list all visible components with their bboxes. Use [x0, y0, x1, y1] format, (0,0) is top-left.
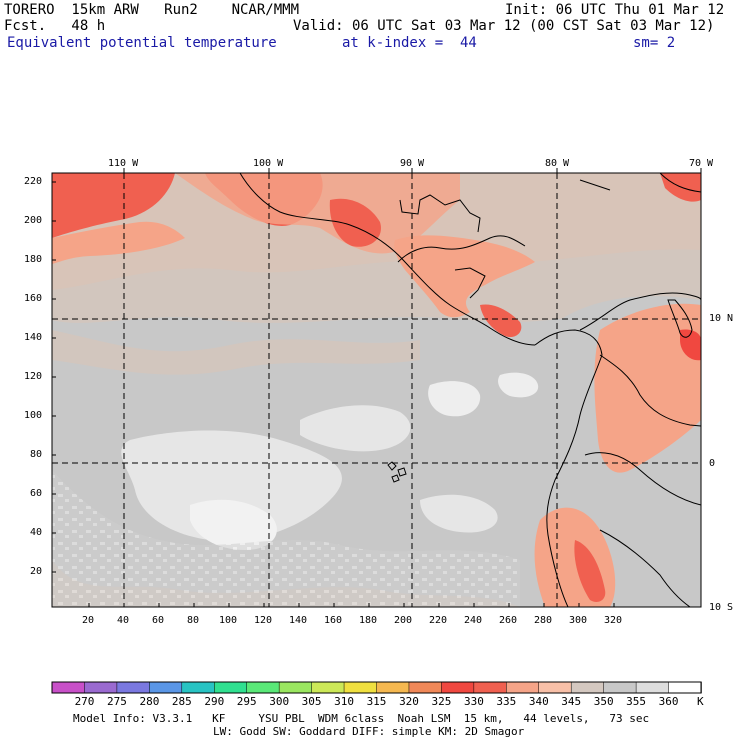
colorbar-swatch	[51, 681, 86, 694]
lat-label-0: 0	[709, 458, 716, 469]
lon-label-110w: 110 W	[108, 158, 139, 169]
x-tick-320: 320	[604, 615, 623, 626]
colorbar-label: 290	[204, 695, 225, 708]
model-info: Model Info: V3.3.1 KF YSU PBL WDM 6class…	[73, 712, 650, 725]
y-tick-220: 220	[24, 176, 43, 187]
y-tick-180: 180	[24, 254, 43, 265]
field-shading	[52, 173, 701, 607]
plot-frame	[51, 172, 702, 608]
colorbar-label: 305	[301, 695, 322, 708]
colorbar-frame	[51, 681, 702, 694]
x-tick-60: 60	[152, 615, 165, 626]
valid-time: Valid: 06 UTC Sat 03 Mar 12 (00 CST Sat …	[293, 18, 715, 34]
physics-info: LW: Godd SW: Goddard DIFF: simple KM: 2D…	[213, 725, 525, 738]
colorbar-label: 330	[463, 695, 484, 708]
colorbar-swatch	[116, 681, 151, 694]
colorbar-label: 310	[334, 695, 355, 708]
colorbar-swatch	[635, 681, 670, 694]
init-time: Init: 06 UTC Thu 01 Mar 12	[505, 2, 725, 18]
colorbar-label: 360	[658, 695, 679, 708]
colorbar-label: 300	[269, 695, 290, 708]
x-tick-140: 140	[289, 615, 308, 626]
x-tick-280: 280	[534, 615, 553, 626]
x-tick-240: 240	[464, 615, 483, 626]
colorbar-swatch	[278, 681, 313, 694]
colorbar-swatch	[603, 681, 637, 694]
colorbar-swatch	[408, 681, 443, 694]
x-tick-20: 20	[82, 615, 95, 626]
colorbar-label: 320	[399, 695, 419, 708]
colorbar-label: 280	[139, 695, 160, 708]
lat-label-10s: 10 S	[709, 602, 734, 613]
y-tick-200: 200	[24, 215, 43, 226]
colorbar-label: 285	[171, 695, 192, 708]
lon-label-100w: 100 W	[253, 158, 284, 169]
lat-label-10n: 10 N	[709, 313, 734, 324]
colorbar-swatch	[149, 681, 183, 694]
x-tick-260: 260	[499, 615, 518, 626]
y-tick-160: 160	[24, 293, 43, 304]
colorbar-label: 275	[106, 695, 127, 708]
colorbar-label: 355	[626, 695, 647, 708]
colorbar-swatch	[181, 681, 216, 694]
y-tick-60: 60	[30, 488, 43, 499]
y-tick-40: 40	[30, 527, 43, 538]
model-title: TORERO 15km ARW Run2 NCAR/MMM	[4, 2, 300, 18]
graticule	[52, 173, 701, 607]
colorbar-swatch	[538, 681, 572, 694]
y-tick-120: 120	[24, 371, 43, 382]
colorbar-swatch	[473, 681, 508, 694]
colorbar-swatch	[376, 681, 410, 694]
y-tick-80: 80	[30, 449, 43, 460]
colorbar-swatch	[506, 681, 540, 694]
x-tick-180: 180	[359, 615, 378, 626]
x-tick-120: 120	[254, 615, 273, 626]
colorbar-swatch	[84, 681, 118, 694]
colorbar-label: 335	[496, 695, 517, 708]
field-name: Equivalent potential temperature	[7, 35, 277, 51]
colorbar-label: 270	[74, 695, 95, 708]
lon-label-70w: 70 W	[689, 158, 714, 169]
frame-ticks	[52, 168, 702, 607]
colorbar-label: 350	[593, 695, 614, 708]
x-tick-300: 300	[569, 615, 588, 626]
colorbar-swatch	[343, 681, 378, 694]
colorbar-unit: K	[697, 695, 704, 708]
colorbar-label: 345	[561, 695, 582, 708]
x-tick-80: 80	[187, 615, 200, 626]
y-tick-140: 140	[24, 332, 43, 343]
colorbar	[51, 681, 702, 694]
coastlines	[239, 173, 701, 607]
colorbar-label: 340	[528, 695, 549, 708]
colorbar-swatch	[668, 681, 702, 694]
colorbar-swatch	[246, 681, 280, 694]
x-tick-40: 40	[117, 615, 130, 626]
colorbar-swatch	[441, 681, 475, 694]
y-tick-100: 100	[24, 410, 43, 421]
x-tick-160: 160	[324, 615, 343, 626]
colorbar-swatch	[570, 681, 605, 694]
smoothing: sm= 2	[633, 35, 676, 51]
colorbar-swatch	[311, 681, 345, 694]
lon-label-90w: 90 W	[400, 158, 425, 169]
colorbar-label: 315	[366, 695, 387, 708]
y-tick-20: 20	[30, 566, 43, 577]
x-tick-220: 220	[429, 615, 448, 626]
x-tick-100: 100	[219, 615, 238, 626]
colorbar-label: 295	[236, 695, 257, 708]
forecast-hour: Fcst. 48 h	[4, 18, 106, 34]
k-index: at k-index = 44	[342, 35, 477, 51]
colorbar-swatch	[214, 681, 248, 694]
x-tick-200: 200	[394, 615, 413, 626]
lon-label-80w: 80 W	[545, 158, 570, 169]
colorbar-label: 325	[431, 695, 452, 708]
